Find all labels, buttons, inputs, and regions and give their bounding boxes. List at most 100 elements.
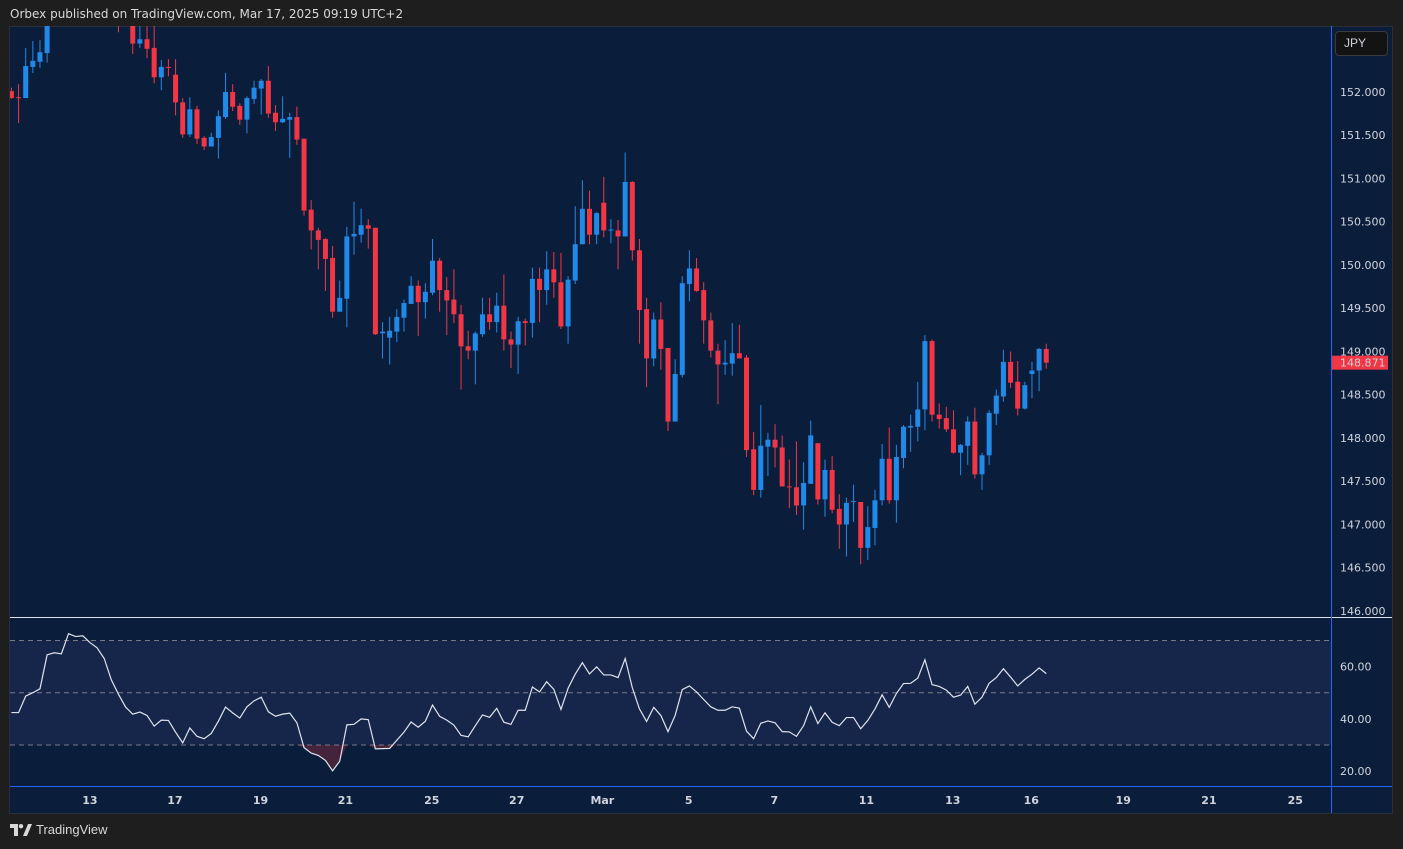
- footer-logo[interactable]: TradingView: [10, 822, 108, 837]
- candle: [330, 245, 336, 318]
- candle-body: [1008, 361, 1014, 383]
- candle-body: [451, 299, 457, 315]
- candle-body: [651, 319, 657, 359]
- candle: [194, 105, 200, 144]
- candle: [1036, 348, 1042, 392]
- last-price-label: 148.871: [1340, 357, 1386, 370]
- candle-body: [287, 117, 293, 120]
- candle-body: [337, 297, 343, 312]
- candle: [372, 227, 378, 336]
- candle: [1000, 349, 1006, 402]
- candle-body: [394, 316, 400, 332]
- candle: [472, 331, 478, 385]
- candle: [758, 405, 764, 498]
- axes: 152.000 151.500 151.000 150.500 150.000 149.5…: [10, 26, 1392, 813]
- candle-body: [708, 320, 714, 351]
- candle-body: [123, 12, 128, 14]
- candle-body: [979, 455, 985, 475]
- candle: [501, 274, 507, 351]
- rsi-axis-label: 20.00: [1340, 765, 1372, 778]
- candle-body: [929, 341, 935, 415]
- candle: [922, 335, 928, 431]
- time-axis-label: 13: [945, 794, 960, 807]
- price-axis-label: 148.500: [1340, 389, 1386, 402]
- candle-body: [622, 181, 628, 237]
- currency-button[interactable]: JPY: [1335, 31, 1388, 56]
- candle-body: [972, 421, 978, 475]
- candle: [23, 47, 29, 99]
- candle: [52, 0, 57, 23]
- candle: [579, 180, 585, 245]
- candle-body: [52, 1, 57, 18]
- candle: [429, 239, 435, 296]
- candle-body: [601, 202, 607, 231]
- candle: [117, 26, 119, 33]
- candle-body: [59, 0, 64, 1]
- candle: [422, 283, 428, 319]
- candle: [287, 112, 293, 158]
- candle: [851, 484, 857, 522]
- candle-body: [722, 362, 728, 365]
- candle-body: [729, 353, 735, 364]
- candle: [858, 502, 864, 565]
- candle: [672, 359, 678, 422]
- time-axis-label: 17: [167, 794, 182, 807]
- candle-body: [330, 258, 336, 312]
- candle: [59, 0, 64, 7]
- candle: [358, 208, 364, 243]
- candle: [843, 497, 849, 557]
- time-axis-label: 27: [509, 794, 524, 807]
- candle-body: [444, 290, 450, 301]
- candle: [258, 79, 264, 115]
- candle-body: [187, 109, 193, 135]
- candle-body: [515, 321, 521, 345]
- price-axis-label: 147.000: [1340, 518, 1386, 531]
- candle-body: [950, 429, 956, 453]
- candle-body: [701, 290, 707, 321]
- candle: [444, 277, 450, 336]
- price-axis-label: 149.500: [1340, 302, 1386, 315]
- candle: [893, 444, 899, 523]
- candle: [801, 462, 807, 530]
- candle: [215, 110, 221, 159]
- candle-body: [387, 330, 393, 338]
- time-axis-label: 19: [1116, 794, 1131, 807]
- candle: [494, 292, 500, 333]
- candle-body: [465, 346, 471, 351]
- candle-body: [251, 87, 257, 99]
- candle-body: [993, 395, 999, 414]
- candle-body: [1036, 348, 1042, 371]
- candle-body: [472, 333, 478, 351]
- candle: [572, 206, 578, 285]
- candle: [694, 258, 700, 292]
- candle: [765, 432, 771, 477]
- time-axis-label: 16: [1024, 794, 1040, 807]
- candle-body: [751, 449, 757, 490]
- candle-body: [586, 208, 592, 235]
- candle: [244, 96, 250, 134]
- candle: [394, 309, 400, 342]
- candle-body: [1022, 385, 1028, 409]
- candle: [879, 444, 885, 506]
- candle: [44, 26, 50, 63]
- candle: [230, 84, 236, 112]
- candle-body: [30, 60, 36, 67]
- candle-body: [779, 447, 785, 487]
- candle-body: [694, 268, 700, 291]
- candle: [1022, 381, 1028, 410]
- candle: [729, 322, 735, 376]
- candle-body: [715, 350, 721, 365]
- candle: [272, 104, 278, 131]
- time-axis-label: 25: [1288, 794, 1303, 807]
- candle: [187, 97, 193, 137]
- candle-body: [544, 269, 550, 291]
- candle-body: [151, 47, 157, 78]
- candle: [744, 354, 750, 458]
- candle: [308, 200, 314, 250]
- candle-body: [308, 209, 314, 231]
- candle-body: [315, 230, 321, 240]
- price-axis-label: 148.000: [1340, 432, 1386, 445]
- candle: [465, 330, 471, 360]
- candle: [201, 136, 207, 150]
